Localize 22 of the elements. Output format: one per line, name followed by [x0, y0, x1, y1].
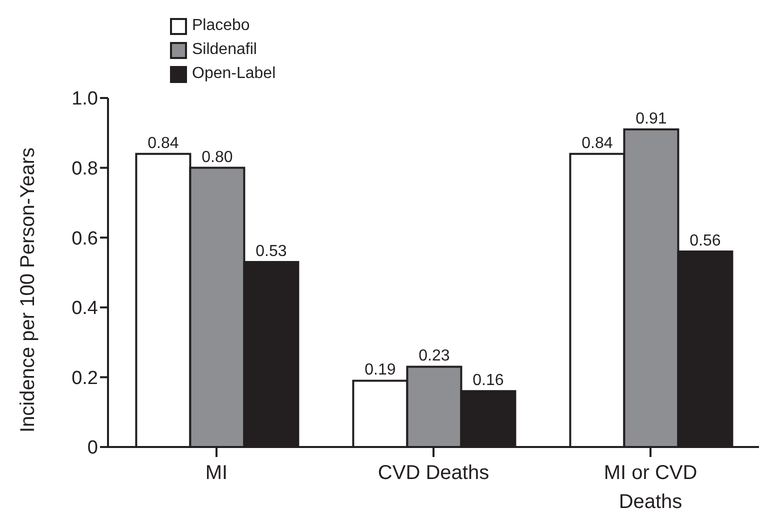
- y-tick-label: 0: [87, 438, 98, 459]
- data-label: 0.23: [418, 348, 450, 365]
- y-tick-label: 0.4: [72, 298, 98, 320]
- data-label: 0.84: [582, 134, 613, 152]
- x-tick-label: CVD Deaths: [378, 462, 490, 484]
- y-tick-label: 1.0: [72, 88, 98, 110]
- data-label: 0.91: [636, 110, 667, 128]
- x-tick-label: MI or CVD Deaths: [604, 462, 698, 513]
- legend-label: Placebo: [192, 17, 250, 35]
- data-label: 0.19: [364, 362, 396, 379]
- x-tick-label: MI: [205, 462, 228, 484]
- legend-label: Open-Label: [192, 65, 276, 83]
- data-label: 0.56: [690, 232, 721, 250]
- y-tick-label: 0.8: [72, 158, 98, 180]
- y-tick-label: 0.2: [72, 368, 98, 389]
- y-axis-title: Incidence per 100 Person-Years: [17, 148, 40, 432]
- data-label: 0.16: [472, 372, 504, 390]
- data-label: 0.53: [256, 243, 287, 260]
- data-label: 0.84: [148, 134, 179, 152]
- y-tick-label: 0.6: [72, 228, 98, 250]
- data-label: 0.80: [202, 148, 233, 166]
- legend-label: Sildenafil: [192, 41, 257, 59]
